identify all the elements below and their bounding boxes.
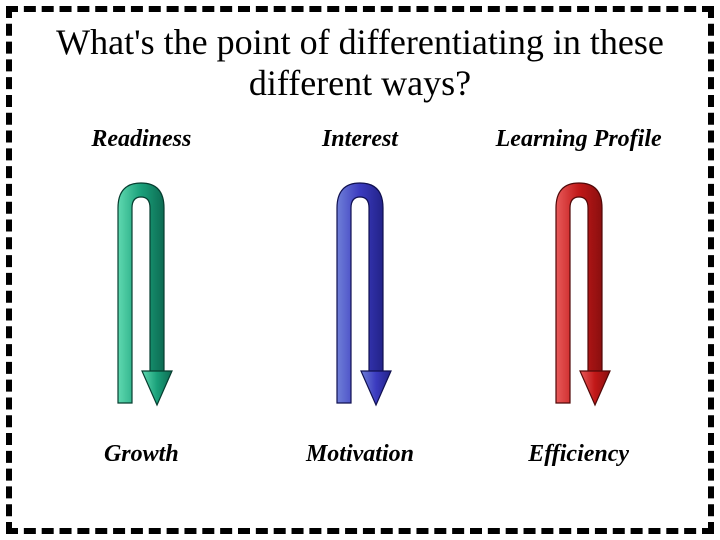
bottom-label: Motivation [306,441,414,468]
slide-title: What's the point of differentiating in t… [32,22,688,105]
arrow-learning-profile [534,173,624,423]
column-interest: Interest Motivation [260,125,460,468]
arrow-interest [315,173,405,423]
top-label: Readiness [91,125,191,155]
bottom-label: Efficiency [528,441,629,468]
u-arrow-icon [96,173,186,423]
column-readiness: Readiness Growth [41,125,241,468]
column-learning-profile: Learning Profile Efficiency [479,125,679,468]
top-label: Interest [322,125,398,155]
u-arrow-icon [534,173,624,423]
columns-container: Readiness Growth [32,125,688,505]
bottom-label: Growth [104,441,179,468]
top-label: Learning Profile [496,125,662,155]
slide-border: What's the point of differentiating in t… [6,6,714,534]
u-arrow-icon [315,173,405,423]
arrow-readiness [96,173,186,423]
